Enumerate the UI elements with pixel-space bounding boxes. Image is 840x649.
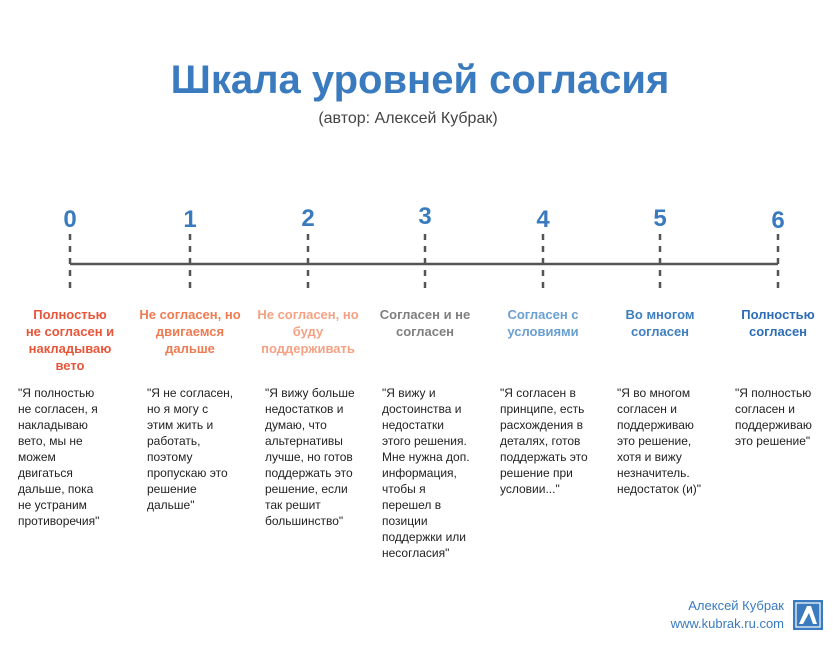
level-quote: недостаток (и)" — [617, 482, 702, 496]
level-quote: большинство" — [265, 514, 344, 528]
level-label: Согласен и не — [379, 307, 471, 322]
level-label: не согласен и — [25, 324, 115, 339]
level-number: 5 — [653, 205, 667, 232]
level-quote: вето, мы не — [18, 434, 83, 448]
level-quote: "Я не согласен, — [147, 386, 234, 400]
level-quote: условии..." — [500, 482, 560, 496]
level-quote: этого решения. — [382, 434, 467, 448]
level-label: Полностью — [741, 307, 815, 322]
level-quote: недостатки — [382, 418, 444, 432]
level-quote: информация, — [382, 466, 457, 480]
level-quote: "Я полностью — [735, 386, 812, 400]
level-label: Не согласен, но — [139, 307, 241, 322]
level-quote: "Я вижу больше — [265, 386, 355, 400]
level-quote: чтобы я — [382, 482, 426, 496]
level-label: условиями — [507, 324, 579, 339]
level-label: Не согласен, но — [257, 307, 359, 322]
level-quote: "Я вижу и — [382, 386, 436, 400]
level-label: накладываю — [28, 341, 112, 356]
level-label: буду — [292, 324, 324, 339]
level-quote: перешел в — [382, 498, 442, 512]
level-quote: поддержать это — [500, 450, 588, 464]
level-quote: согласен и — [735, 402, 795, 416]
level-quote: накладываю — [18, 418, 88, 432]
level-quote: поддержки или — [382, 530, 466, 544]
level-quote: деталях, готов — [500, 434, 581, 448]
level-quote: поддержать это — [265, 466, 353, 480]
level-quote: но я могу с — [147, 402, 209, 416]
logo — [793, 600, 823, 630]
level-quote: альтернативы — [265, 434, 343, 448]
level-quote: решение при — [500, 466, 573, 480]
level-quote: дальше" — [147, 498, 195, 512]
title: Шкала уровней согласия — [170, 58, 670, 102]
level-quote: думаю, что — [265, 418, 327, 432]
level-number: 2 — [301, 205, 315, 232]
level-label: Согласен с — [507, 307, 579, 322]
level-quote: принципе, есть — [500, 402, 585, 416]
level-quote: "Я полностью — [18, 386, 95, 400]
level-number: 1 — [183, 206, 197, 233]
level-quote: несогласия" — [382, 546, 450, 560]
level-quote: Мне нужна доп. — [382, 450, 470, 464]
level-quote: так решит — [265, 498, 321, 512]
level-number: 0 — [63, 206, 77, 233]
level-quote: двигаться — [18, 466, 73, 480]
level-quote: достоинства и — [382, 402, 462, 416]
level-quote: поэтому — [147, 450, 193, 464]
level-label: поддерживать — [261, 341, 355, 356]
level-label: согласен — [630, 324, 690, 339]
level-quote: расхождения в — [500, 418, 583, 432]
level-quote: поддерживаю — [617, 418, 694, 432]
level-quote: не согласен, я — [18, 402, 98, 416]
level-quote: это решение" — [735, 434, 811, 448]
level-label: дальше — [165, 341, 215, 356]
level-quote: хотя и вижу — [617, 450, 682, 464]
level-quote: дальше, пока — [18, 482, 94, 496]
level-quote: работать, — [147, 434, 201, 448]
level-label: согласен — [748, 324, 808, 339]
footer-site: www.kubrak.ru.com — [670, 616, 784, 631]
level-label: Во многом — [625, 307, 695, 322]
level-label: согласен — [395, 324, 455, 339]
level-quote: решение, если — [265, 482, 348, 496]
level-number: 4 — [536, 206, 550, 233]
level-quote: это решение, — [617, 434, 692, 448]
level-quote: согласен и — [617, 402, 677, 416]
level-quote: недостатков и — [265, 402, 344, 416]
level-quote: "Я во многом — [617, 386, 691, 400]
level-label: Полностью — [33, 307, 107, 322]
footer-author: Алексей Кубрак — [688, 598, 784, 613]
level-quote: лучше, но готов — [265, 450, 353, 464]
level-quote: "Я согласен в — [500, 386, 576, 400]
ticks — [68, 234, 780, 292]
level-quote: этим жить и — [147, 418, 214, 432]
level-quote: незначитель. — [617, 466, 690, 480]
level-label: вето — [55, 358, 85, 373]
subtitle: (автор: Алексей Кубрак) — [318, 110, 498, 127]
level-quote: решение — [147, 482, 197, 496]
level-quote: позиции — [382, 514, 428, 528]
level-number: 3 — [418, 203, 432, 230]
level-quote: пропускаю это — [147, 466, 228, 480]
level-quote: поддерживаю — [735, 418, 812, 432]
level-quote: противоречия" — [18, 514, 100, 528]
level-label: двигаемся — [155, 324, 225, 339]
level-number: 6 — [771, 207, 785, 234]
level-quote: не устраним — [18, 498, 87, 512]
level-quote: можем — [18, 450, 56, 464]
